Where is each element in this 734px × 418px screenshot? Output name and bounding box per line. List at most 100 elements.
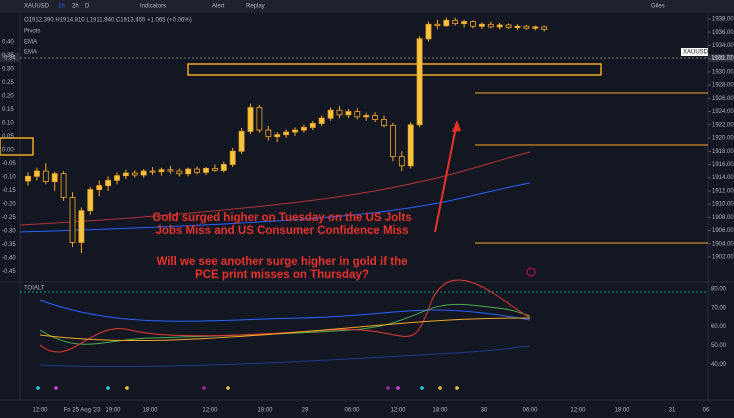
left-axis-label: 0.15: [2, 107, 14, 113]
candle-body: [434, 23, 441, 27]
left-axis-label: -0.40: [2, 256, 16, 262]
candle-body: [425, 23, 432, 40]
candle-body: [274, 134, 281, 138]
user[interactable]: Giles: [651, 4, 665, 10]
candle-body: [167, 169, 174, 172]
candle-body: [131, 172, 138, 176]
candle-body: [372, 115, 379, 120]
price-axis-label: 1914.00: [712, 175, 734, 181]
annotation: Will we see another surge higher in gold…: [156, 256, 407, 268]
price-tag-bg: [708, 54, 734, 62]
price-axis-label: 1908.00: [712, 215, 734, 221]
candle-body: [176, 170, 183, 175]
symbol[interactable]: XAUUSD: [24, 4, 50, 10]
candle-body: [514, 25, 521, 28]
candle-body: [158, 169, 165, 173]
time-axis-label: 06:00: [344, 408, 360, 414]
signal-dot: [54, 386, 58, 390]
button[interactable]: Replay: [246, 4, 265, 10]
time-axis-label: 06: [703, 408, 710, 414]
candle-body: [505, 24, 512, 28]
left-axis-label: 0.30: [2, 67, 14, 73]
annotation: Gold surged higher on Tuesday on the US …: [152, 212, 411, 224]
indicator-axis-label: 70.00: [711, 305, 727, 311]
price-axis-label: 1926.00: [712, 96, 734, 102]
price-tag-symbol: XAUUSD: [683, 50, 709, 56]
price-tag-bg: [681, 48, 708, 56]
candle-body: [461, 21, 468, 25]
price-axis-label: 1924.00: [712, 109, 734, 115]
left-axis-label: 0.40: [2, 40, 14, 46]
candle-body: [211, 168, 218, 171]
time-axis-label: 12:00: [202, 408, 218, 414]
price-axis-label: 1904.00: [712, 241, 734, 247]
candle-body: [532, 26, 539, 29]
button[interactable]: Indicators: [140, 4, 166, 10]
interval[interactable]: 2h: [72, 4, 79, 10]
button[interactable]: Alert: [212, 4, 225, 10]
candle-body: [69, 197, 76, 243]
candle-body: [389, 125, 396, 157]
left-axis-label: 0.05: [2, 134, 14, 140]
candle-body: [416, 38, 423, 126]
indicator-line: [39, 317, 531, 342]
indicator-axis-label: 80.00: [711, 287, 727, 293]
ema-red: [19, 151, 531, 226]
signal-dot: [202, 386, 206, 390]
candle-body: [123, 172, 129, 177]
time-axis-label: 12:00: [570, 408, 586, 414]
candle-body: [114, 175, 120, 181]
candle-body: [229, 150, 236, 165]
left-axis-label: -0.20: [2, 202, 16, 208]
signal-dot: [36, 386, 40, 390]
time-axis-label: 06:00: [522, 408, 538, 414]
time-axis-label: Fri 25 Aug '23: [64, 408, 101, 414]
candle-body: [336, 109, 343, 116]
price-axis-label: 1938.00: [712, 17, 734, 23]
study: EMA: [24, 50, 37, 56]
indicator-name: TOIALT: [24, 286, 45, 292]
candle-body: [283, 131, 290, 136]
left-axis-label: -0.05: [2, 161, 16, 167]
annotation: PCE print misses on Thursday?: [195, 269, 369, 281]
candle-body: [541, 26, 548, 30]
indicator-axis-label: 60.00: [711, 324, 727, 330]
candle-body: [105, 179, 111, 187]
candle-body: [194, 168, 201, 173]
indicator-axis-label: 50.00: [711, 343, 727, 349]
left-axis-label: 0.20: [2, 94, 14, 100]
candle-body: [407, 124, 414, 167]
study: Pivots: [24, 29, 40, 35]
candle-body: [149, 170, 156, 173]
candle-body: [25, 175, 31, 182]
price-axis-label: 1932.00: [712, 56, 734, 62]
time-axis-label: 30: [481, 408, 488, 414]
left-axis-label: 0.35: [2, 53, 14, 59]
candle-body: [487, 23, 494, 28]
candle-body: [309, 123, 316, 128]
left-axis-label: -0.30: [2, 229, 16, 235]
annotation: Jobs Miss and US Consumer Confidence Mis…: [155, 225, 408, 237]
interval[interactable]: 1h: [58, 4, 65, 10]
candle-body: [478, 23, 485, 27]
left-axis-label: 0.25: [2, 80, 14, 86]
candle-body: [185, 168, 192, 175]
candle-body: [220, 164, 227, 171]
indicator-line: [39, 299, 531, 322]
event-marker: [526, 267, 536, 277]
time-axis-label: 31: [669, 408, 676, 414]
candle-body: [381, 119, 387, 126]
candle-body: [398, 156, 405, 167]
price-axis-label: 1920.00: [712, 136, 734, 142]
signal-dot: [386, 386, 390, 390]
signal-dot: [455, 386, 459, 390]
candle-body: [203, 168, 209, 173]
price-axis-label: 1922.00: [712, 122, 734, 128]
left-tag-bg: [0, 53, 20, 62]
time-axis-label: 19:00: [105, 408, 121, 414]
candle-body: [443, 19, 450, 27]
interval[interactable]: D: [85, 4, 90, 10]
indicator-line: [39, 303, 531, 345]
left-tag: 0.34: [4, 56, 16, 62]
